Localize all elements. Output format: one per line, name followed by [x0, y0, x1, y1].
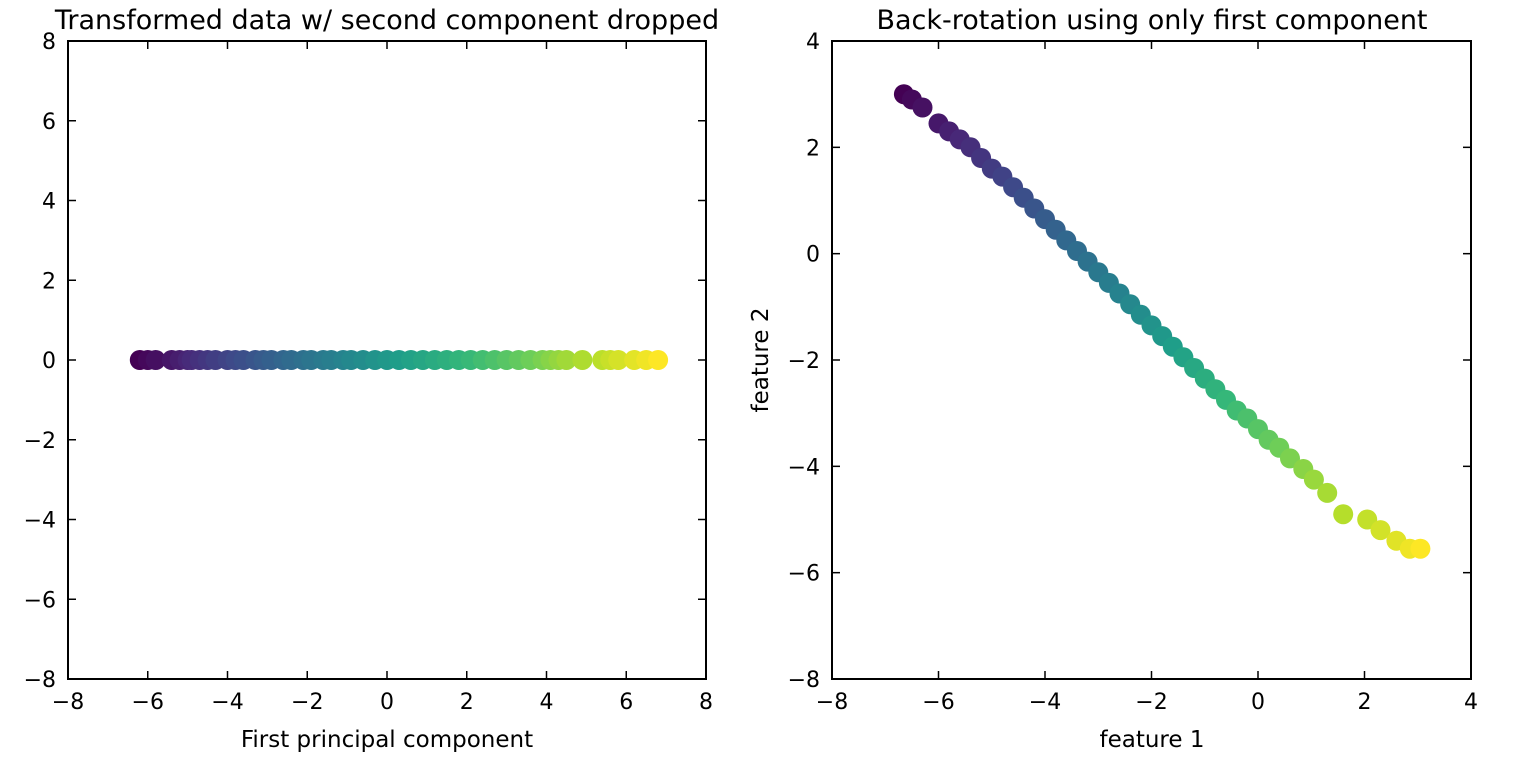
chart-right-x-tick-label: 4	[1464, 690, 1478, 715]
chart-left-point	[556, 350, 577, 370]
chart-right-point	[1357, 509, 1378, 530]
chart-left-x-axis-label: First principal component	[241, 727, 533, 753]
chart-right: Back-rotation using only first component…	[748, 5, 1478, 753]
chart-left-point	[572, 350, 593, 370]
chart-right-x-tick-label: 0	[1251, 690, 1265, 715]
chart-right-point	[1317, 482, 1338, 503]
chart-left-points	[129, 350, 669, 370]
chart-right-y-tick-label: −8	[788, 668, 820, 693]
chart-right-x-tick-label: −2	[1135, 690, 1167, 715]
chart-left-y-tick-label: −2	[24, 429, 56, 454]
chart-right-point	[1410, 538, 1431, 559]
chart-left-x-tick-label: 0	[380, 690, 394, 715]
chart-right-point	[1333, 504, 1354, 525]
chart-right-y-tick-label: −4	[788, 455, 820, 480]
chart-right-x-tick-label: 2	[1358, 690, 1372, 715]
chart-left-title: Transformed data w/ second component dro…	[54, 5, 719, 36]
chart-left-x-tick-label: −2	[291, 690, 323, 715]
chart-right-y-tick-label: 2	[806, 136, 820, 161]
chart-right-x-tick-label: −6	[922, 690, 954, 715]
chart-right-y-tick-label: 0	[806, 243, 820, 268]
chart-right-point	[1280, 448, 1300, 469]
chart-right-point	[1370, 520, 1391, 541]
chart-left-y-tick-label: 0	[42, 349, 56, 374]
chart-left-x-tick-label: 2	[460, 690, 474, 715]
chart-right-y-tick-label: −6	[788, 562, 820, 587]
chart-left-y-tick-label: 8	[42, 30, 56, 55]
chart-left-axes: −8 −6 −4 −2 0 2 4 6 8 −8 −6 −4 −2 0 2 4 6 8	[24, 30, 713, 715]
chart-left-y-tick-label: 4	[42, 190, 56, 215]
chart-left-point	[648, 350, 669, 370]
chart-left-x-tick-label: −8	[52, 690, 84, 715]
chart-right-x-tick-label: −4	[1029, 690, 1061, 715]
chart-left: Transformed data w/ second component dro…	[24, 5, 720, 753]
chart-right-axes: −8 −6 −4 −2 0 2 4 −8 −6 −4 −2 0 2 4	[788, 30, 1478, 715]
chart-right-title: Back-rotation using only first component	[876, 5, 1427, 36]
chart-right-point	[1303, 469, 1324, 490]
chart-right-point	[912, 97, 933, 118]
chart-right-x-axis-label: feature 1	[1100, 727, 1205, 753]
chart-right-points	[893, 84, 1431, 559]
chart-left-y-tick-label: 6	[42, 110, 56, 135]
chart-right-y-tick-label: −2	[788, 349, 820, 374]
chart-left-point	[145, 350, 166, 370]
chart-left-y-tick-label: −4	[24, 509, 56, 534]
chart-right-plot-frame	[831, 40, 1472, 680]
chart-right-y-axis-label: feature 2	[748, 308, 774, 413]
chart-right-x-tick-label: −8	[816, 690, 848, 715]
chart-left-x-tick-label: 8	[699, 690, 713, 715]
chart-left-x-tick-label: 4	[540, 690, 554, 715]
chart-left-x-tick-label: −4	[211, 690, 243, 715]
chart-left-x-tick-label: 6	[619, 690, 633, 715]
chart-left-point	[608, 350, 629, 370]
chart-left-y-tick-label: −6	[24, 588, 56, 613]
chart-left-y-tick-label: 2	[42, 269, 56, 294]
chart-right-y-tick-label: 4	[806, 30, 820, 55]
chart-left-x-tick-label: −6	[132, 690, 164, 715]
chart-left-y-tick-label: −8	[24, 668, 56, 693]
